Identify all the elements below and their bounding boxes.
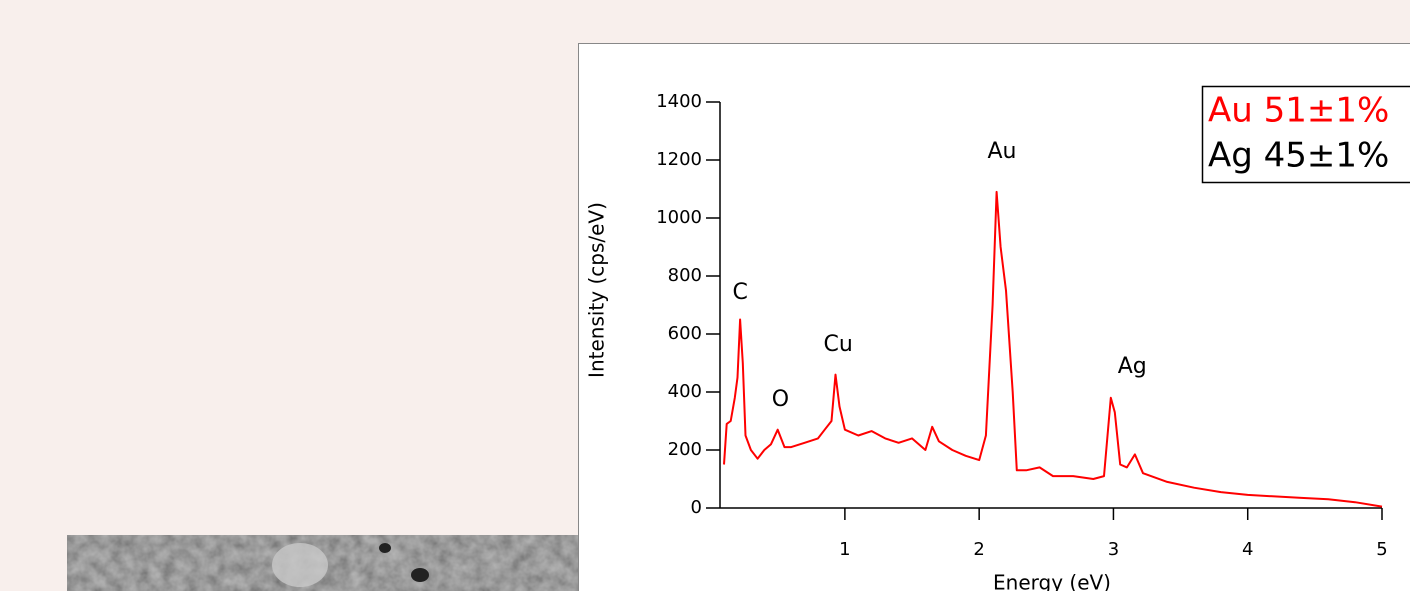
y-tick-label: 1200 <box>656 149 702 170</box>
x-tick-label: 3 <box>1108 539 1119 560</box>
peak-label: C <box>732 280 747 305</box>
peak-label: Ag <box>1118 354 1147 379</box>
x-tick-label: 1 <box>839 539 850 560</box>
legend-box <box>1201 85 1410 184</box>
peak-label: O <box>772 387 789 412</box>
x-tick-label: 4 <box>1242 539 1253 560</box>
y-tick-label: 800 <box>668 265 702 286</box>
y-tick-label: 1400 <box>656 91 702 112</box>
y-tick-label: 200 <box>668 439 702 460</box>
y-tick-label: 0 <box>691 497 702 518</box>
x-tick-label: 5 <box>1376 539 1387 560</box>
peak-label: Cu <box>824 332 853 357</box>
y-tick-label: 600 <box>668 323 702 344</box>
y-axis-label: Intensity (cps/eV) <box>585 202 609 378</box>
x-tick-label: 2 <box>973 539 984 560</box>
y-tick-label: 400 <box>668 381 702 402</box>
legend-entry: Ag 45±1% <box>1208 136 1389 176</box>
y-tick-label: 1000 <box>656 207 702 228</box>
sem-image <box>67 535 580 591</box>
spectrum-line <box>723 190 1383 508</box>
peak-label: Au <box>987 139 1016 164</box>
x-axis-label: Energy (eV) <box>993 571 1111 591</box>
legend-entry: Au 51±1% <box>1208 91 1389 131</box>
